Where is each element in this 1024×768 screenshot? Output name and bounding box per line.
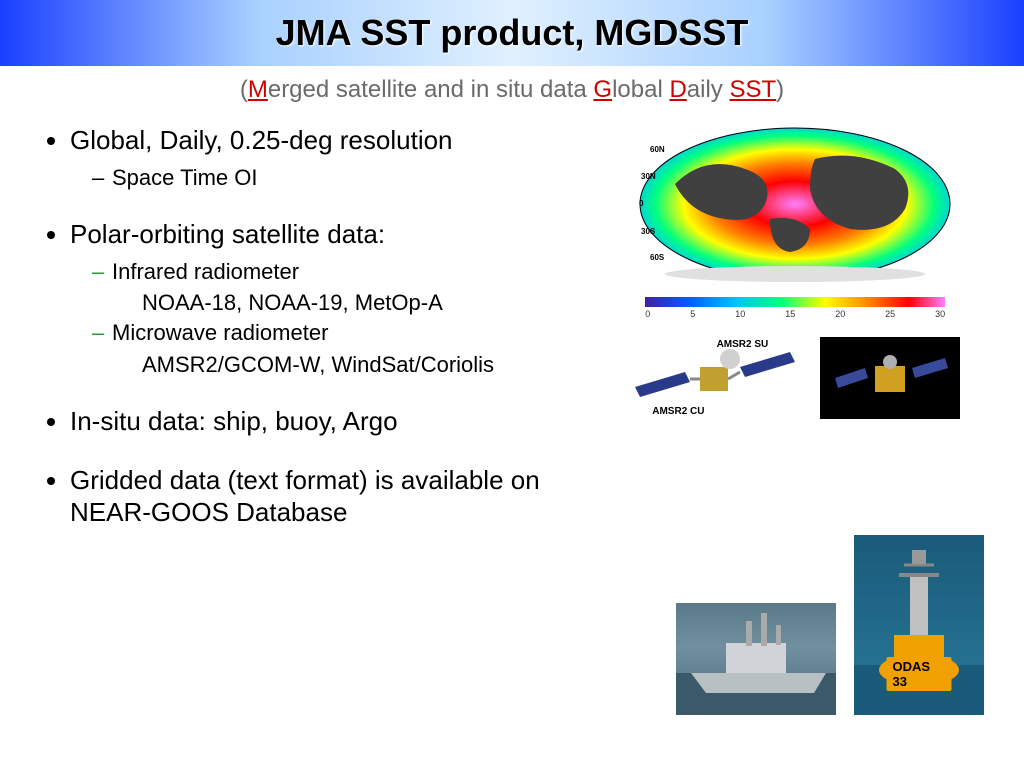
svg-text:60N: 60N (650, 145, 665, 154)
sub-microwave: Microwave radiometer AMSR2/GCOM-W, WindS… (92, 318, 587, 379)
svg-text:30S: 30S (641, 227, 656, 236)
satellite-amsr2-image: AMSR2 SU AMSR2 CU (630, 337, 800, 419)
graphics-column: 60N 30N 0 30S 60S 0 5 10 15 20 25 30 (597, 124, 995, 555)
satellite-icon (830, 348, 950, 408)
infrared-detail: NOAA-18, NOAA-19, MetOp-A (112, 288, 587, 318)
buoy-label: ODAS 33 (887, 657, 952, 691)
sst-globe-map: 60N 30N 0 30S 60S 0 5 10 15 20 25 30 (597, 124, 995, 319)
svg-text:30N: 30N (641, 172, 656, 181)
page-title: JMA SST product, MGDSST (276, 12, 749, 54)
bullet-insitu: In-situ data: ship, buoy, Argo (70, 405, 587, 438)
acronym-d: D (669, 76, 686, 103)
svg-text:0: 0 (639, 199, 644, 208)
microwave-detail: AMSR2/GCOM-W, WindSat/Coriolis (112, 350, 587, 380)
acronym-m: M (248, 76, 268, 103)
acronym-sst: SST (729, 76, 776, 103)
subtitle: (Merged satellite and in situ data Globa… (0, 76, 1024, 104)
buoy-photo: ODAS 33 (854, 535, 984, 715)
bullet-gridded: Gridded data (text format) is available … (70, 464, 587, 529)
bullet-polar-orbiting: Polar-orbiting satellite data: Infrared … (70, 218, 587, 379)
satellite-dark-image (820, 337, 960, 419)
svg-text:60S: 60S (650, 253, 665, 262)
header-bar: JMA SST product, MGDSST (0, 0, 1024, 66)
ship-photo (676, 603, 836, 715)
color-scale: 0 5 10 15 20 25 30 (645, 297, 945, 319)
sub-space-time-oi: Space Time OI (92, 163, 587, 193)
sub-infrared: Infrared radiometer NOAA-18, NOAA-19, Me… (92, 257, 587, 318)
acronym-g: G (593, 76, 612, 103)
globe-icon: 60N 30N 0 30S 60S (635, 124, 955, 284)
bullet-resolution: Global, Daily, 0.25-deg resolution Space… (70, 124, 587, 192)
bullet-column: Global, Daily, 0.25-deg resolution Space… (30, 124, 597, 555)
